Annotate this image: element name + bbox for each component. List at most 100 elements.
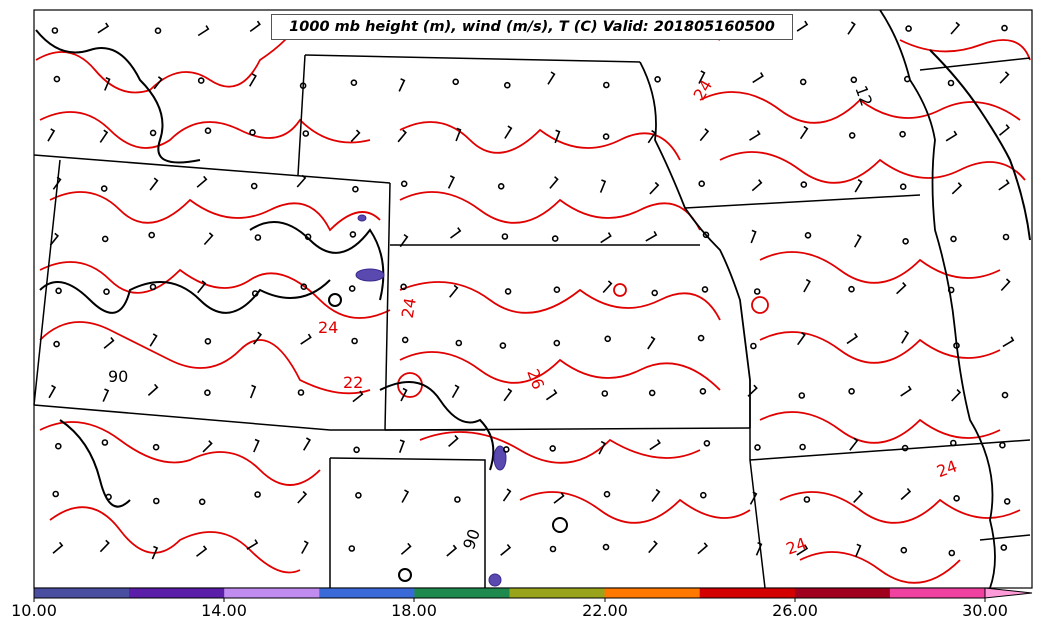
wind-barb <box>797 331 806 346</box>
wind-barb <box>803 278 811 293</box>
calm-wind-marker <box>152 443 160 451</box>
wind-shading <box>355 214 507 587</box>
calm-wind-marker <box>53 340 60 348</box>
contour-label: 90 <box>108 367 128 386</box>
calm-wind-marker <box>950 235 957 243</box>
wind-barb <box>352 390 364 403</box>
calm-wind-marker <box>601 390 609 397</box>
state-boundaries <box>33 54 1031 589</box>
wind-barb <box>553 492 565 504</box>
calm-wind-marker <box>953 342 960 349</box>
wind-barb <box>853 490 864 503</box>
calm-wind-marker <box>901 444 909 452</box>
wind-barb <box>400 542 412 555</box>
calm-wind-marker <box>148 231 155 239</box>
wind-barb <box>896 282 907 295</box>
wind-barb <box>951 182 963 195</box>
calm-wind-marker <box>452 78 460 86</box>
calm-wind-marker <box>154 27 162 35</box>
calm-wind-marker <box>947 286 955 294</box>
calm-wind-marker <box>153 497 160 505</box>
calm-wind-marker <box>105 493 112 501</box>
calm-wind-marker <box>602 81 610 89</box>
wind-barb <box>1000 278 1011 292</box>
wind-barb <box>751 179 763 192</box>
wind-barb <box>350 129 361 143</box>
calm-wind-marker <box>353 446 360 454</box>
wind-barb <box>854 179 863 193</box>
calm-wind-marker <box>549 445 557 452</box>
wind-barb <box>645 231 658 242</box>
wind-barb <box>246 539 259 550</box>
colorbar-segment <box>794 588 891 598</box>
calm-wind-marker <box>204 127 212 134</box>
calm-wind-marker <box>850 76 858 84</box>
calm-wind-marker <box>900 546 908 554</box>
wind-barb <box>951 389 962 402</box>
calm-wind-marker <box>504 288 512 295</box>
calm-wind-marker <box>299 82 307 89</box>
wind-barb <box>398 439 405 453</box>
wind-barb <box>900 385 912 397</box>
wind-barb <box>48 384 57 399</box>
colorbar-tick-label: 22.00 <box>582 601 628 620</box>
wind-barb <box>900 487 912 501</box>
colorbar-segment <box>699 588 796 598</box>
calm-wind-marker <box>697 334 705 342</box>
wind-barb <box>998 179 1010 191</box>
colorbar-ticks <box>33 598 986 602</box>
wind-barb <box>547 71 556 85</box>
wind-barb <box>999 71 1010 84</box>
wind-barb <box>901 330 910 344</box>
calm-wind-marker <box>503 81 511 89</box>
contour-label: 24 <box>318 318 338 337</box>
calm-wind-marker <box>551 235 559 242</box>
calm-wind-marker <box>648 389 656 397</box>
calm-wind-marker <box>698 180 706 187</box>
colorbar-segment <box>319 588 415 598</box>
wind-barb <box>649 439 661 451</box>
wind-barb <box>598 440 606 455</box>
calm-wind-marker <box>699 491 707 499</box>
calm-wind-marker <box>1003 498 1011 505</box>
colorbar-tick-label: 18.00 <box>391 601 437 620</box>
wind-barb <box>599 179 607 193</box>
calm-wind-marker <box>51 27 59 34</box>
wind-barb <box>249 384 257 399</box>
calm-wind-marker <box>903 75 911 83</box>
calm-wind-marker <box>300 283 308 291</box>
wind-barb <box>446 544 458 557</box>
colorbar-segment <box>224 588 320 598</box>
wind-barb <box>196 545 208 557</box>
wind-barb <box>147 383 159 396</box>
calm-wind-marker <box>55 287 62 295</box>
calm-wind-marker <box>948 549 956 557</box>
wind-barb <box>698 70 706 84</box>
calm-wind-marker <box>501 233 509 240</box>
wind-barb <box>849 437 859 451</box>
wind-barb <box>796 544 809 556</box>
calm-wind-marker <box>899 183 907 190</box>
calm-wind-marker <box>902 238 909 245</box>
wind-barb <box>549 176 559 189</box>
calm-wind-marker <box>1001 391 1009 399</box>
calm-wind-marker <box>999 441 1006 449</box>
wind-barb <box>249 73 257 87</box>
wind-barb <box>149 177 159 191</box>
wind-barb <box>203 232 214 246</box>
calm-wind-marker <box>54 442 62 450</box>
calm-wind-marker <box>53 75 61 83</box>
wind-barb <box>500 543 512 556</box>
wind-barb <box>99 539 110 553</box>
calm-wind-marker <box>949 439 957 447</box>
wind-barb <box>503 388 513 402</box>
wind-barb <box>749 491 758 505</box>
wind-barb <box>854 234 862 248</box>
colorbar-segment <box>34 588 130 598</box>
wind-barb <box>399 233 409 248</box>
contour-label: 22 <box>343 373 363 392</box>
wind-barb <box>799 125 809 140</box>
wind-barb <box>197 280 207 294</box>
wind-barb <box>750 229 757 244</box>
calm-wind-marker <box>352 185 359 193</box>
